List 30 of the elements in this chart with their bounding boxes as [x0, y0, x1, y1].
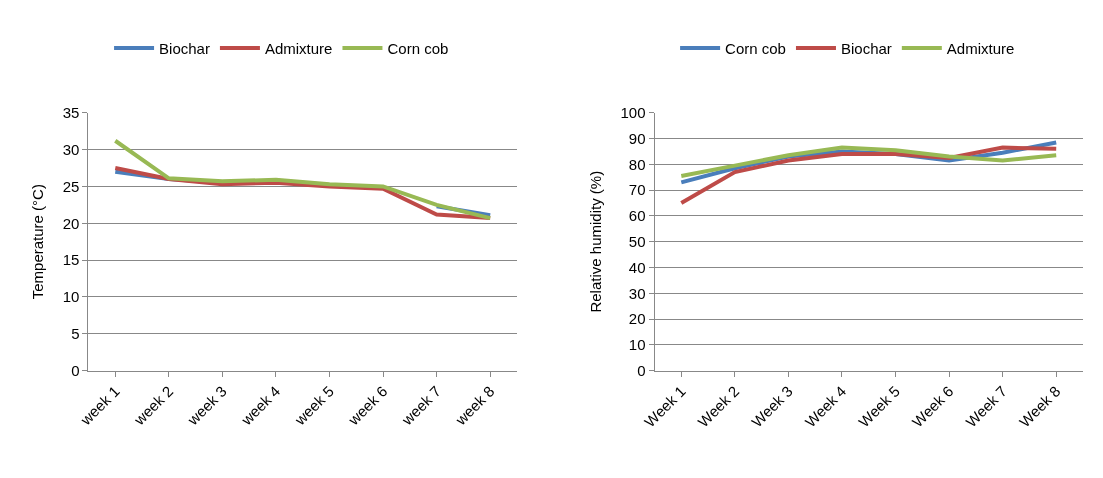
y-tick-label: 80: [628, 155, 646, 173]
y-axis-title: Temperature (°C): [29, 184, 47, 300]
legend-label: Admixture: [264, 39, 333, 57]
legend-label: Corn cob: [725, 39, 786, 57]
y-tick-label: 15: [62, 251, 80, 269]
y-tick-label: 20: [628, 310, 646, 328]
y-tick-label: 0: [637, 361, 646, 379]
legend-label: Admixture: [946, 39, 1015, 57]
line-series: [679, 145, 1059, 206]
y-tick-label: 35: [62, 104, 80, 122]
y-tick-label: 60: [628, 207, 646, 225]
y-tick-label: 25: [62, 177, 80, 195]
y-tick-label: 0: [71, 361, 80, 379]
legend-label: Corn cob: [387, 39, 449, 57]
y-tick-label: 30: [628, 284, 646, 302]
legend-label: Biochar: [840, 39, 892, 57]
y-tick-label: 100: [620, 104, 646, 122]
legend-label: Biochar: [159, 39, 210, 57]
y-tick-label: 70: [628, 181, 646, 199]
y-tick-label: 5: [71, 325, 80, 343]
y-tick-label: 90: [628, 129, 646, 147]
y-tick-label: 10: [628, 336, 646, 354]
y-tick-label: 20: [62, 214, 80, 232]
y-tick-label: 50: [628, 232, 646, 250]
line-series: [679, 145, 1059, 178]
line-series: [113, 138, 493, 221]
y-axis-title: Relative humidity (%): [586, 170, 604, 313]
y-tick-label: 30: [62, 140, 80, 158]
y-tick-label: 10: [62, 288, 80, 306]
y-tick-label: 40: [628, 258, 646, 276]
